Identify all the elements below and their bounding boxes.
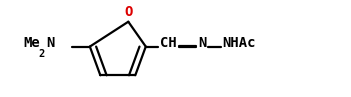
- Text: CH: CH: [160, 36, 177, 50]
- Text: N: N: [198, 36, 207, 50]
- Text: 2: 2: [39, 49, 45, 59]
- Text: NHAc: NHAc: [223, 36, 256, 50]
- Text: N: N: [46, 36, 54, 50]
- Text: O: O: [124, 5, 132, 19]
- Text: Me: Me: [24, 36, 40, 50]
